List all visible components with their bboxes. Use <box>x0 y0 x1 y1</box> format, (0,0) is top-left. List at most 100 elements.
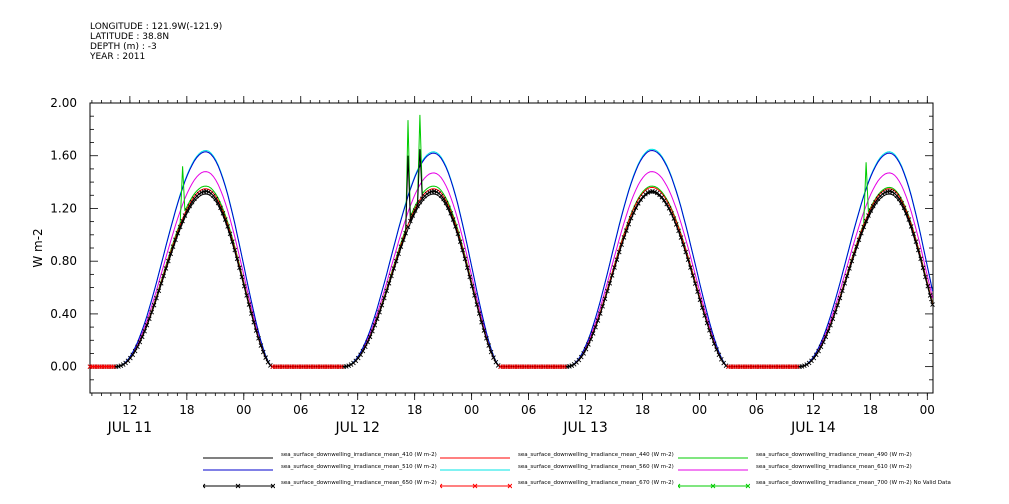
series-line-3 <box>90 114 933 368</box>
series-marker-6 <box>671 216 677 221</box>
series-marker-6 <box>823 334 829 340</box>
series-marker-6 <box>811 355 817 361</box>
legend-label: sea_surface_downwelling_irradiance_mean_… <box>756 464 912 470</box>
legend-swatch <box>440 483 512 489</box>
legend-label: sea_surface_downwelling_irradiance_mean_… <box>281 464 437 470</box>
series-marker-6 <box>576 357 582 363</box>
series-marker-6 <box>699 305 705 311</box>
series-marker-6 <box>151 302 157 308</box>
series-marker-6 <box>484 336 489 341</box>
legend-label: sea_surface_downwelling_irradiance_mean_… <box>281 452 437 458</box>
series-marker-6 <box>465 265 470 271</box>
series-marker-6 <box>158 281 164 286</box>
series-marker-6 <box>227 231 233 237</box>
series-marker-6 <box>393 258 399 264</box>
series-marker-6 <box>669 210 674 216</box>
series-marker-6 <box>825 328 831 334</box>
series-marker-6 <box>374 316 380 322</box>
series-marker-6 <box>697 297 703 303</box>
series-marker-6 <box>472 293 477 298</box>
x-tick-label: 12 <box>806 403 821 417</box>
legend-swatch <box>203 457 273 459</box>
series-marker-6 <box>358 352 363 358</box>
series-marker-6 <box>702 313 708 318</box>
series-marker-6 <box>166 258 171 264</box>
series-marker-6 <box>241 283 247 289</box>
legend-item: sea_surface_downwelling_irradiance_mean_… <box>678 479 951 493</box>
x-tick-label: 18 <box>407 403 422 417</box>
series-marker-6 <box>593 324 598 330</box>
legend-swatch <box>203 469 273 471</box>
legend-swatch <box>440 457 510 459</box>
x-tick-label: 00 <box>464 403 479 417</box>
series-marker-6 <box>911 231 916 237</box>
x-tick-label: 18 <box>635 403 650 417</box>
series-marker-6 <box>424 191 430 197</box>
series-marker-6 <box>225 224 230 229</box>
series-marker-6 <box>894 193 900 199</box>
day-label: JUL 12 <box>334 420 379 436</box>
series-marker-6 <box>187 203 192 209</box>
x-tick-label: 00 <box>920 403 935 417</box>
series-marker-6 <box>365 339 370 345</box>
x-tick-label: 12 <box>122 403 137 417</box>
series-marker-6 <box>659 194 665 200</box>
metadata-header: LONGITUDE : 121.9W(-121.9) LATITUDE : 38.… <box>90 22 222 62</box>
series-marker-6 <box>664 201 670 207</box>
y-tick-label: 0.40 <box>50 307 77 321</box>
series-marker-6 <box>206 189 211 195</box>
series-marker-6 <box>896 196 902 202</box>
series-marker-7 <box>111 364 117 369</box>
series-line-0 <box>90 192 933 368</box>
day-label: JUL 14 <box>790 420 836 436</box>
series-marker-6 <box>265 359 271 365</box>
series-marker-6 <box>372 322 378 328</box>
series-marker-6 <box>666 206 672 211</box>
series-marker-6 <box>263 355 268 360</box>
series-marker-6 <box>476 311 482 316</box>
series-marker-6 <box>704 320 710 326</box>
series-marker-6 <box>405 224 411 230</box>
series-marker-6 <box>832 309 838 315</box>
series-marker-6 <box>631 210 636 216</box>
y-tick-label: 0.80 <box>50 254 77 268</box>
series-marker-6 <box>873 199 878 205</box>
series-marker-6 <box>673 222 679 227</box>
series-marker-6 <box>607 280 613 286</box>
series-marker-6 <box>600 304 605 309</box>
legend-label: sea_surface_downwelling_irradiance_mean_… <box>518 452 674 458</box>
legend-label: sea_surface_downwelling_irradiance_mean_… <box>518 464 674 470</box>
series-marker-6 <box>177 224 183 230</box>
series-marker-6 <box>830 316 836 322</box>
series-marker-6 <box>626 221 632 227</box>
series-marker-6 <box>920 265 926 271</box>
series-marker-6 <box>578 354 584 360</box>
series-marker-6 <box>628 215 634 221</box>
series-marker-6 <box>821 339 826 345</box>
series-marker-6 <box>624 228 629 233</box>
series-marker-6 <box>163 266 169 271</box>
latitude-text: LATITUDE : 38.8N <box>90 32 170 42</box>
x-tick-label: 06 <box>521 403 536 417</box>
series-marker-6 <box>462 256 468 262</box>
series-marker-6 <box>237 265 242 271</box>
series-marker-6 <box>469 283 475 289</box>
series-marker-6 <box>586 342 591 347</box>
legend-item: sea_surface_downwelling_irradiance_mean_… <box>440 451 674 465</box>
series-marker-6 <box>142 328 147 334</box>
series-marker-6 <box>135 344 140 350</box>
x-tick-label: 06 <box>293 403 308 417</box>
series-marker-6 <box>268 363 273 368</box>
series-marker-6 <box>218 205 223 211</box>
series-marker-6 <box>904 211 909 216</box>
series-marker-6 <box>213 196 219 202</box>
series-marker-6 <box>362 344 368 350</box>
series-marker-6 <box>828 322 833 328</box>
series-marker-6 <box>616 249 622 255</box>
series-marker-6 <box>253 328 259 333</box>
series-marker-6 <box>232 247 238 253</box>
series-marker-6 <box>635 201 641 206</box>
legend-swatch <box>440 469 510 471</box>
series-marker-6 <box>652 189 658 195</box>
